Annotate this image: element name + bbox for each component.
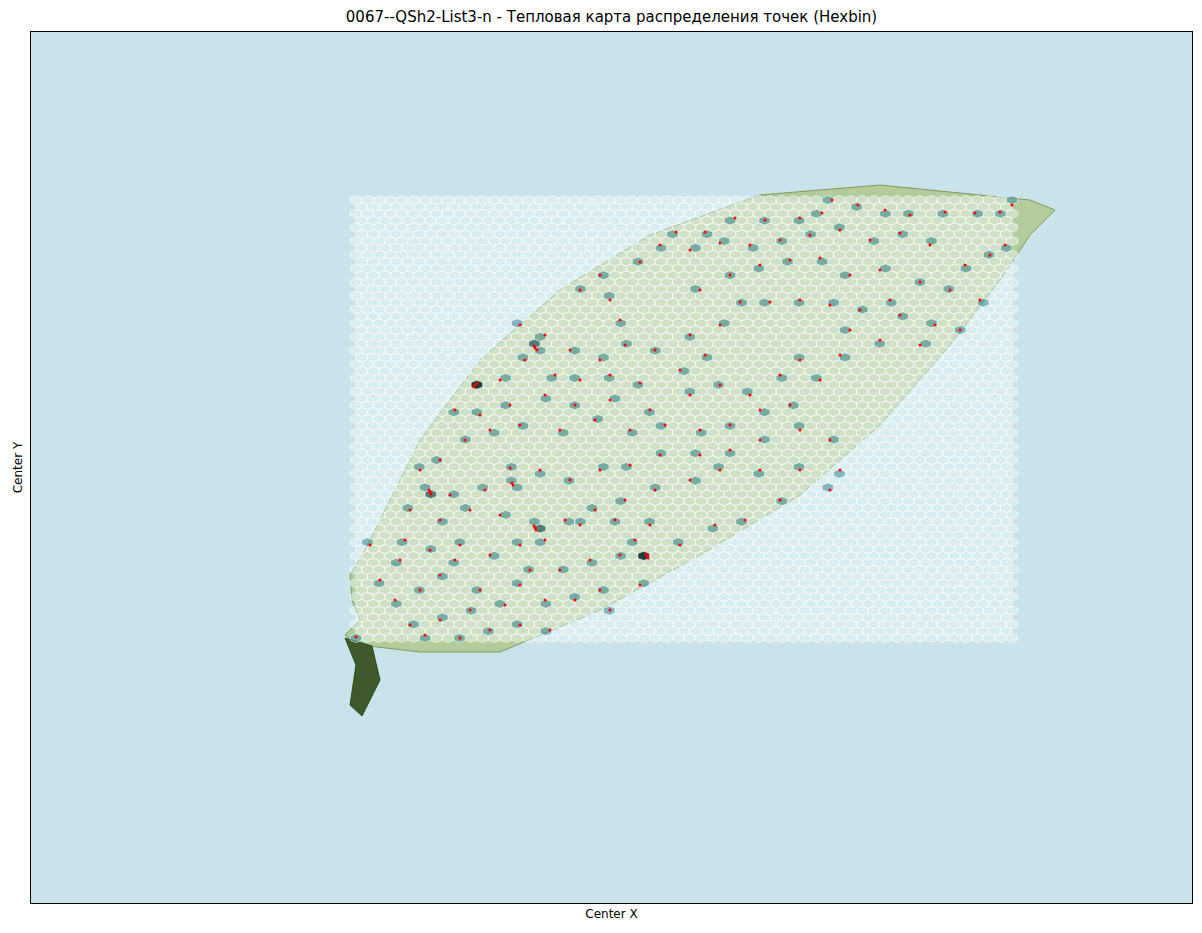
svg-text:Center X: Center X [585, 907, 637, 921]
svg-text:Center Y: Center Y [11, 441, 25, 493]
svg-text:0067--QSh2-List3-n - Тепловая: 0067--QSh2-List3-n - Тепловая карта расп… [346, 8, 877, 26]
